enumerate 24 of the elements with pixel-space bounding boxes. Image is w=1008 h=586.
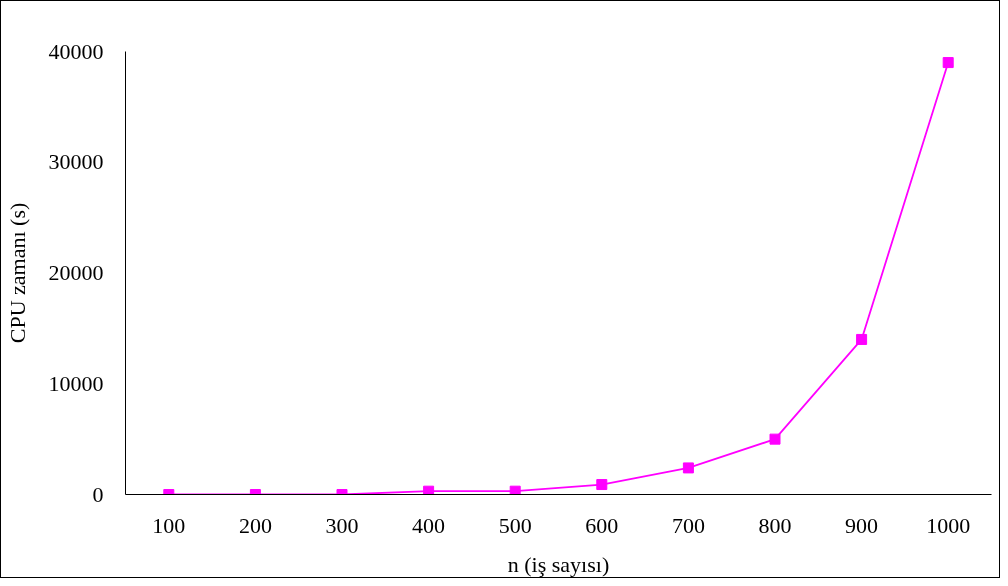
y-tick-label: 20000 (48, 260, 104, 285)
point (769, 433, 781, 445)
y-tick-label: 30000 (48, 149, 104, 175)
x-tick-label: 1000 (926, 512, 971, 538)
point (596, 479, 608, 491)
x-tick-label: 400 (412, 512, 446, 538)
point (682, 462, 694, 474)
x-tick-label: 100 (152, 512, 186, 538)
y-tick-label: 10000 (48, 370, 104, 396)
y-axis-title: CPU zamanı (s) (4, 202, 30, 344)
y-tick-label: 40000 (48, 38, 104, 64)
point (423, 485, 435, 495)
x-tick-label: 700 (671, 512, 705, 538)
x-tick-label: 500 (498, 512, 532, 538)
x-tick-label: 800 (758, 512, 792, 538)
point (509, 485, 521, 495)
x-tick-label: 200 (238, 512, 272, 538)
x-tick-label: 300 (325, 512, 359, 538)
point (942, 57, 954, 69)
x-tick-label: 900 (845, 512, 879, 538)
y-tick-label: 0 (92, 481, 104, 507)
point (856, 333, 868, 345)
x-axis-title: n (iş sayısı) (507, 551, 610, 577)
x-tick-label: 600 (585, 512, 619, 538)
